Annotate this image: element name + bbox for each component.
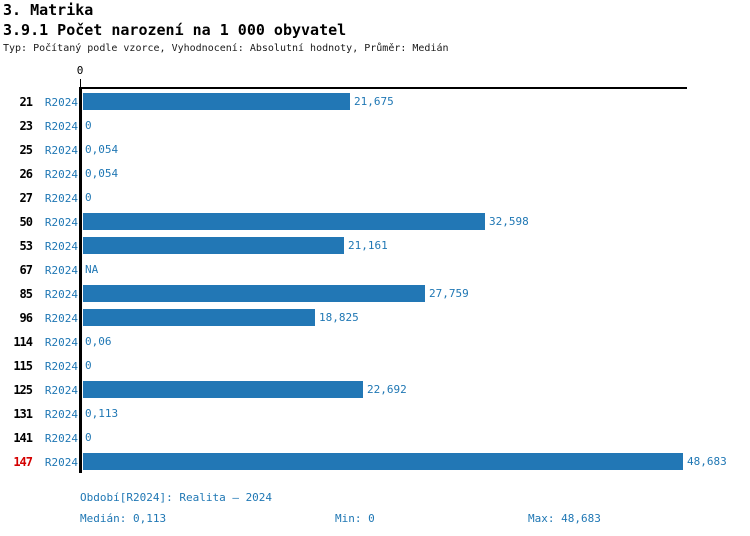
bar-value-label: 27,759 (429, 287, 469, 300)
row-id-label: 25 (19, 143, 33, 157)
row-period-label: R2024 (44, 120, 78, 133)
chart-row: 96 R2024 18,825 (0, 309, 750, 333)
chart-row: 85 R2024 27,759 (0, 285, 750, 309)
row-id-label: 115 (13, 359, 33, 373)
row-period-label: R2024 (44, 288, 78, 301)
row-period-label: R2024 (44, 312, 78, 325)
chart-row: 67 R2024 NA (0, 261, 750, 285)
bar-value-label: 21,675 (354, 95, 394, 108)
chart-row: 27 R2024 0 (0, 189, 750, 213)
chart-row: 141 R2024 0 (0, 429, 750, 453)
row-period-label: R2024 (44, 96, 78, 109)
x-axis-line (80, 87, 687, 89)
bar-value-label: 22,692 (367, 383, 407, 396)
row-period-label: R2024 (44, 216, 78, 229)
bar-value-label: 48,683 (687, 455, 727, 468)
chart-meta-info: Typ: Počítaný podle vzorce, Vyhodnocení:… (3, 43, 449, 54)
chart-title: 3.9.1 Počet narození na 1 000 obyvatel (3, 21, 347, 39)
bar-value-label: NA (85, 263, 99, 276)
value-bar[interactable] (83, 309, 315, 326)
row-id-label: 141 (13, 431, 33, 445)
bar-value-label: 0 (85, 431, 92, 444)
chart-row: 114 R2024 0,06 (0, 333, 750, 357)
chart-row: 21 R2024 21,675 (0, 93, 750, 117)
x-axis-zero-tick-mark (80, 79, 81, 88)
row-id-label: 50 (19, 215, 33, 229)
row-period-label: R2024 (44, 192, 78, 205)
value-bar[interactable] (83, 285, 425, 302)
row-id-label: 131 (13, 407, 33, 421)
value-bar[interactable] (83, 237, 344, 254)
row-id-label: 147 (13, 455, 33, 469)
value-bar[interactable] (83, 93, 350, 110)
row-id-label: 96 (19, 311, 33, 325)
row-period-label: R2024 (44, 144, 78, 157)
row-period-label: R2024 (44, 336, 78, 349)
row-id-label: 67 (19, 263, 33, 277)
row-period-label: R2024 (44, 456, 78, 469)
row-id-label: 23 (19, 119, 33, 133)
row-id-label: 27 (19, 191, 33, 205)
row-id-label: 85 (19, 287, 33, 301)
footer-min-stat: Min: 0 (335, 512, 375, 525)
row-id-label: 53 (19, 239, 33, 253)
row-id-label: 26 (19, 167, 33, 181)
row-period-label: R2024 (44, 432, 78, 445)
footer-period-info: Období[R2024]: Realita – 2024 (80, 491, 273, 504)
bar-value-label: 21,161 (348, 239, 388, 252)
chart-row: 115 R2024 0 (0, 357, 750, 381)
bar-value-label: 0 (85, 191, 92, 204)
x-axis-zero-tick-label: 0 (76, 64, 84, 77)
report-section-title: 3. Matrika (3, 1, 94, 19)
row-period-label: R2024 (44, 168, 78, 181)
row-id-label: 114 (13, 335, 33, 349)
value-bar[interactable] (83, 453, 683, 470)
row-period-label: R2024 (44, 240, 78, 253)
row-id-label: 21 (19, 95, 33, 109)
row-period-label: R2024 (44, 360, 78, 373)
value-bar[interactable] (83, 381, 363, 398)
bar-value-label: 18,825 (319, 311, 359, 324)
row-period-label: R2024 (44, 408, 78, 421)
bar-value-label: 0,054 (85, 167, 119, 180)
chart-row: 26 R2024 0,054 (0, 165, 750, 189)
footer-median-stat: Medián: 0,113 (80, 512, 167, 525)
row-period-label: R2024 (44, 264, 78, 277)
footer-max-stat: Max: 48,683 (528, 512, 601, 525)
value-bar[interactable] (83, 213, 485, 230)
chart-row: 23 R2024 0 (0, 117, 750, 141)
row-period-label: R2024 (44, 384, 78, 397)
chart-row: 125 R2024 22,692 (0, 381, 750, 405)
bar-value-label: 0,113 (85, 407, 119, 420)
chart-row: 53 R2024 21,161 (0, 237, 750, 261)
chart-row: 131 R2024 0,113 (0, 405, 750, 429)
chart-row: 147 R2024 48,683 (0, 453, 750, 477)
bar-value-label: 0 (85, 359, 92, 372)
bar-value-label: 0,06 (85, 335, 112, 348)
bar-value-label: 0,054 (85, 143, 119, 156)
y-axis-line (79, 87, 82, 473)
chart-row: 50 R2024 32,598 (0, 213, 750, 237)
bar-value-label: 32,598 (489, 215, 529, 228)
bar-value-label: 0 (85, 119, 92, 132)
chart-row: 25 R2024 0,054 (0, 141, 750, 165)
row-id-label: 125 (13, 383, 33, 397)
